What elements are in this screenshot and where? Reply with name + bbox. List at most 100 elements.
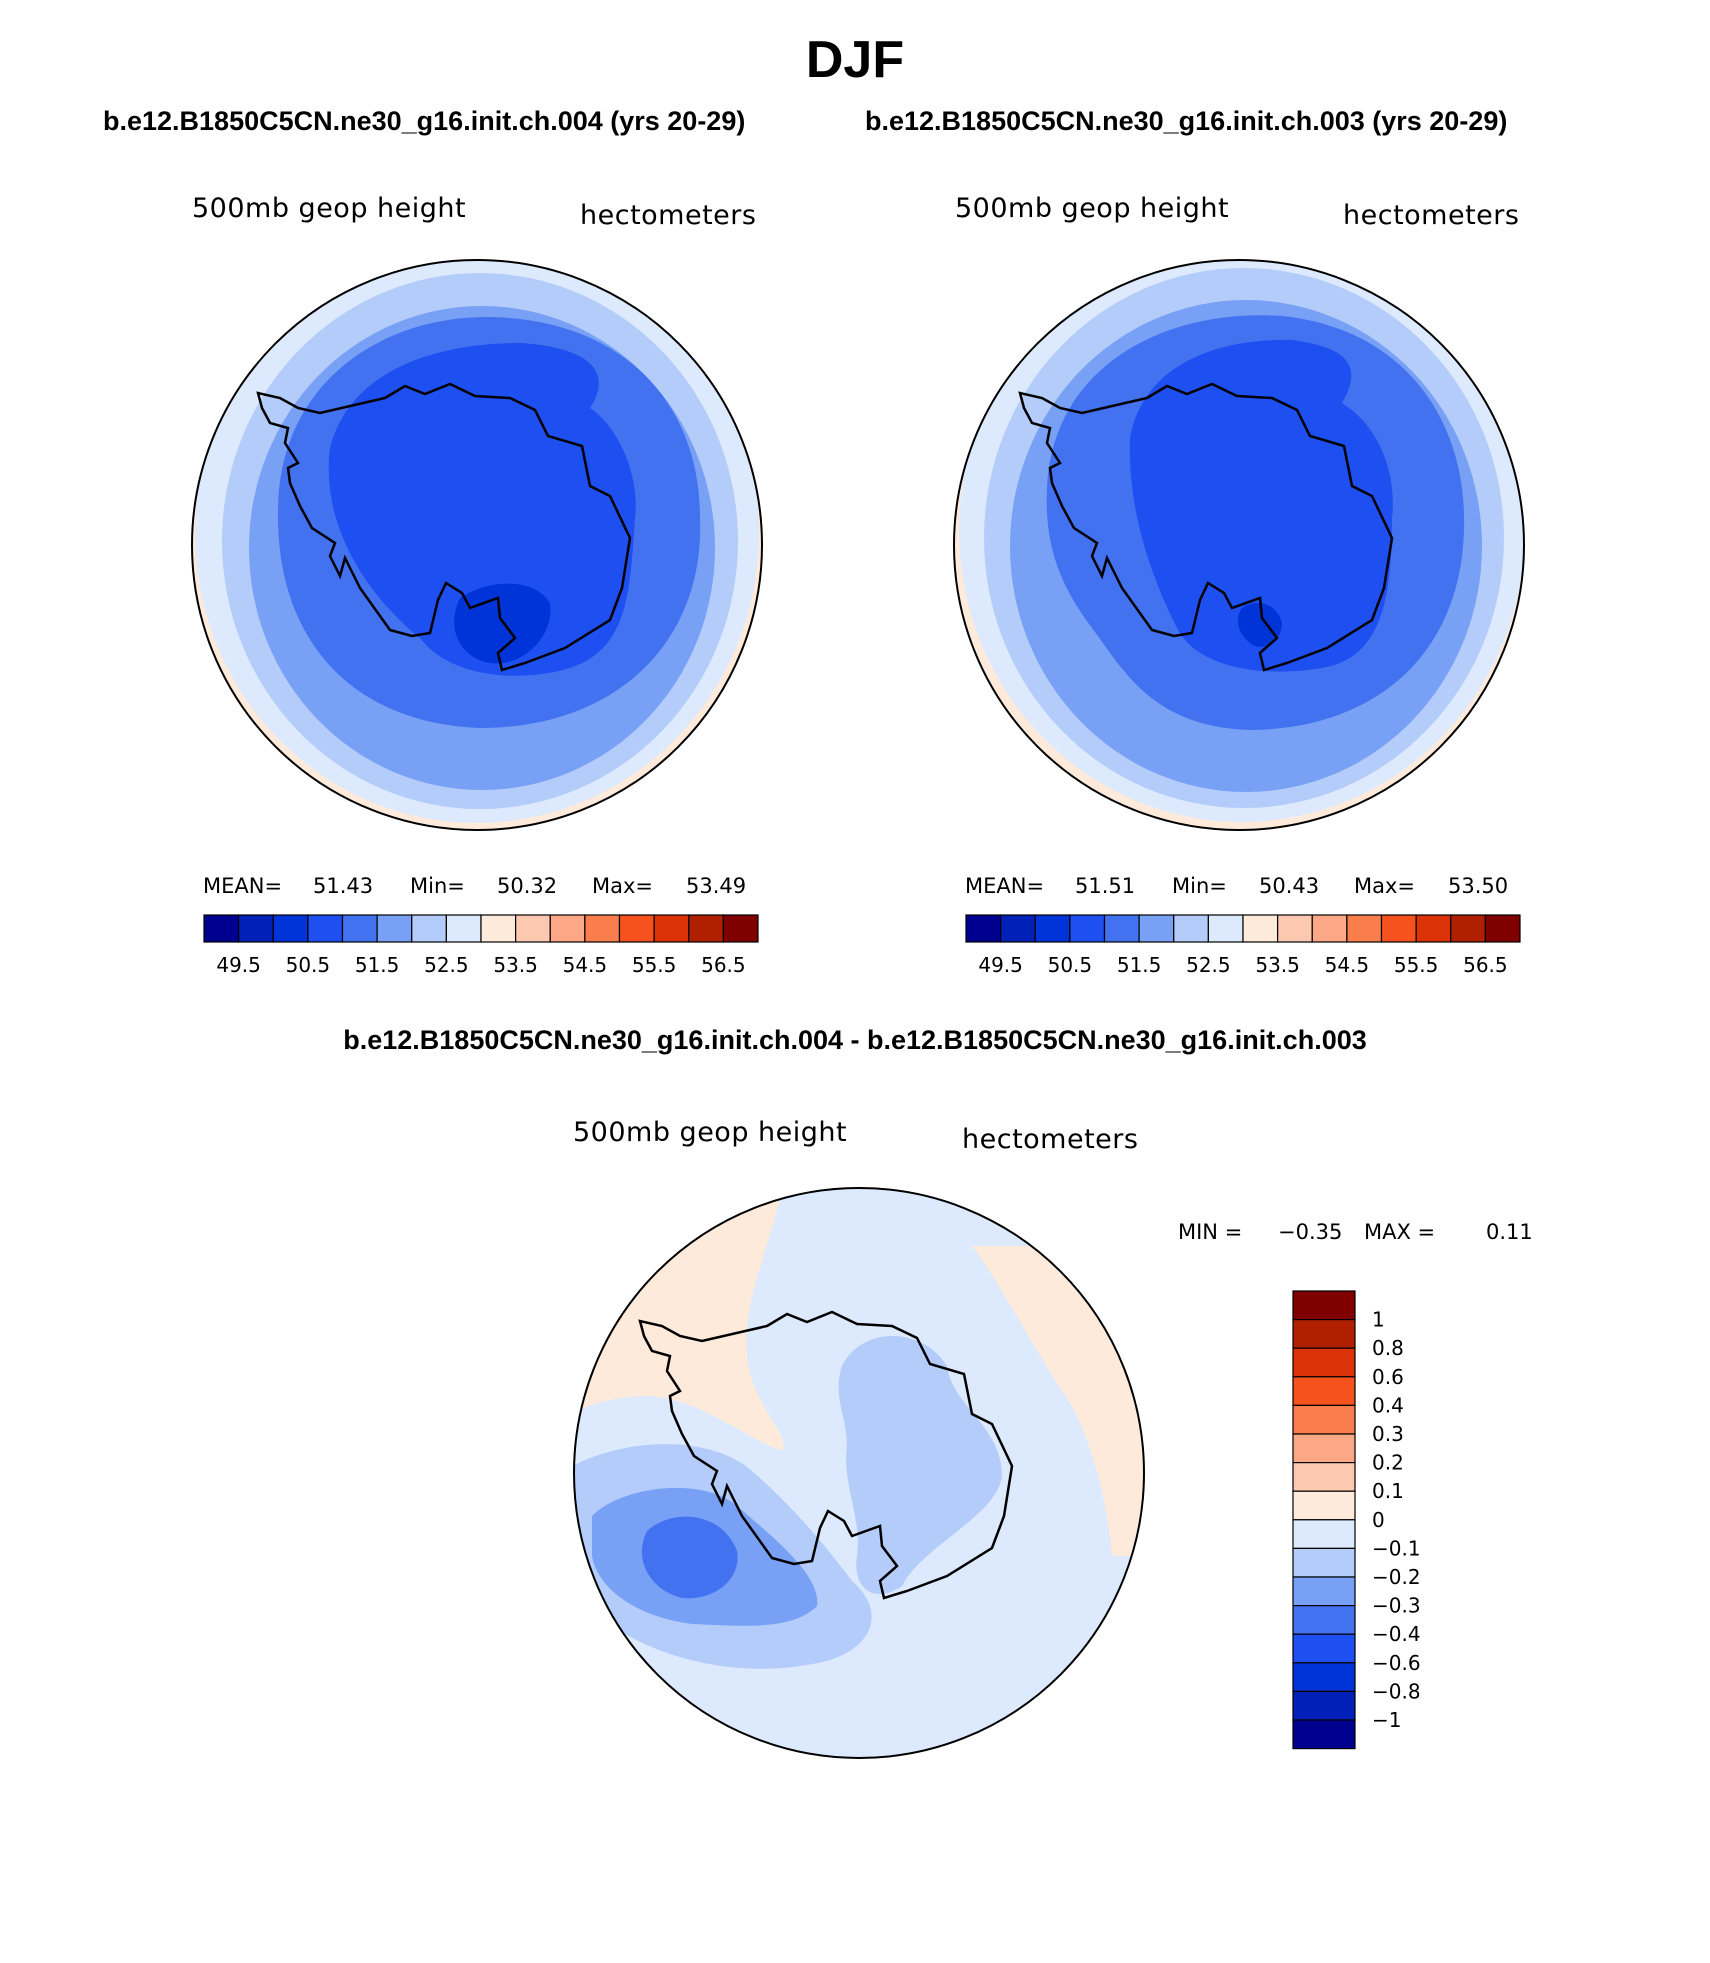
panel-2-colorbar-swatch [1138,914,1175,943]
panel-2-colorbar-swatch [1380,914,1417,943]
panel-1-colorbar-swatch [653,914,690,943]
panel-1-colorbar-tick-label: 53.5 [493,953,538,977]
panel-3-units-label: hectometers [962,1124,1139,1155]
panel-1-band-50-5 [328,343,636,676]
panel-3-colorbar-tick-label: −0.3 [1372,1594,1421,1618]
panel-2-colorbar-tick-label: 53.5 [1255,953,1300,977]
panel-2-units-label: hectometers [1343,200,1520,231]
figure-title: DJF [805,31,905,89]
panel-3-antarctica-coast [638,1310,1014,1600]
panel-1-mean-label: MEAN= [203,874,283,898]
panel-3-colorbar-swatch [1292,1633,1356,1664]
panel-3-colorbar-tick-label: −0.4 [1372,1622,1421,1646]
panel-3-colorbar-tick-label: 1 [1372,1308,1385,1332]
panel-3-band-neg-0-3 [641,1516,738,1599]
panel-1-colorbar-swatch [549,914,586,943]
panel-1-min-label: Min= [410,874,465,898]
panel-1-colorbar-swatch [341,914,378,943]
panel-1-max-value: 53.49 [686,874,747,898]
panel-3-colorbar-swatch [1292,1433,1356,1464]
panel-1-colorbar-swatch [445,914,482,943]
panel-3-colorbar-swatch [1292,1547,1356,1578]
panel-3-title: b.e12.B1850C5CN.ne30_g16.init.ch.004 - b… [343,1025,1367,1055]
panel-3-colorbar-tick-label: 0 [1372,1508,1385,1532]
panel-3-min-label: MIN = [1178,1220,1243,1244]
panel-2-colorbar-swatch [1242,914,1279,943]
panel-1-antarctica-coast [256,382,632,672]
panel-3-colorbar-swatch [1292,1490,1356,1521]
panel-3-colorbar-tick-label: −0.8 [1372,1679,1421,1703]
panel-2-antarctica-coast [1018,382,1394,672]
panel-1-colorbar-swatch [618,914,655,943]
panel-3-map-border [573,1187,1145,1759]
panel-2-colorbar-tick-label: 50.5 [1048,953,1093,977]
panel-3-colorbar-swatch [1292,1519,1356,1550]
panel-1-colorbar-tick-label: 54.5 [563,953,608,977]
panel-1-colorbar-swatch [515,914,551,943]
panel-2-colorbar-swatch [1173,914,1209,943]
panel-1-colorbar: 49.5 50.5 51.5 52.5 53.5 54.5 55.5 56.5 [203,914,759,977]
panel-3-max-value: 0.11 [1486,1220,1533,1244]
panel-1-colorbar-tick-label: 49.5 [216,953,261,977]
panel-2-colorbar-tick-label: 52.5 [1186,953,1231,977]
panel-1-variable-label: 500mb geop height [192,193,467,224]
panel-1-colorbar-tick-label: 55.5 [632,953,677,977]
panel-3-colorbar-swatch [1292,1662,1356,1692]
panel-3-colorbar-swatch [1292,1404,1356,1435]
panel-2-min-label: Min= [1172,874,1227,898]
panel-1-colorbar-swatch [688,914,724,943]
panel-2-colorbar-swatch [1069,914,1106,943]
panel-2-colorbar-tick-label: 55.5 [1394,953,1439,977]
panel-1-colorbar-swatch [722,914,759,943]
panel-3-colorbar-tick-label: 0.3 [1372,1422,1404,1446]
panel-2-colorbar-swatch [1450,914,1486,943]
panel-3-colorbar-tick-label: −1 [1372,1708,1401,1732]
panel-3-max-label: MAX = [1364,1220,1436,1244]
panel-2-max-value: 53.50 [1448,874,1509,898]
panel-3-colorbar-swatch [1292,1462,1356,1492]
panel-2-colorbar-tick-label: 49.5 [978,953,1023,977]
panel-1-colorbar-swatch [307,914,344,943]
panel-1-colorbar-swatch [480,914,517,943]
panel-2-colorbar-swatch [1277,914,1313,943]
panel-1-max-label: Max= [592,874,654,898]
panel-3-colorbar-swatch [1292,1690,1356,1721]
panel-2-colorbar: 49.5 50.5 51.5 52.5 53.5 54.5 55.5 56.5 [965,914,1521,977]
panel-3-colorbar-tick-label: 0.2 [1372,1451,1404,1475]
panel-3-colorbar-tick-label: 0.8 [1372,1336,1404,1360]
panel-2-colorbar-swatch [1103,914,1140,943]
panel-1-colorbar-swatch [272,914,309,943]
panel-1-title: b.e12.B1850C5CN.ne30_g16.init.ch.004 (yr… [103,106,746,136]
panel-1-colorbar-tick-label: 51.5 [355,953,400,977]
panel-3-colorbar: 1 0.8 0.6 0.4 0.3 0.2 0.1 0 −0.1 −0.2 −0.3 −0.4 −0.6… [1292,1290,1421,1750]
panel-1-colorbar-tick-label: 52.5 [424,953,469,977]
panel-2-colorbar-swatch [1034,914,1071,943]
panel-2-colorbar-tick-label: 54.5 [1325,953,1370,977]
panel-2-colorbar-swatch [1311,914,1348,943]
panel-3-colorbar-swatch [1292,1576,1356,1607]
panel-2-colorbar-swatch [965,914,1002,943]
panel-1-colorbar-tick-label: 56.5 [701,953,746,977]
panel-3-colorbar-swatch [1292,1319,1356,1349]
panel-2-band-50-5 [1129,339,1393,672]
panel-3-colorbar-tick-label: −0.6 [1372,1651,1421,1675]
panel-2-max-label: Max= [1354,874,1416,898]
panel-2-variable-label: 500mb geop height [955,193,1230,224]
panel-2-colorbar-swatch [1207,914,1244,943]
panel-1-colorbar-tick-label: 50.5 [286,953,331,977]
panel-2-mean-label: MEAN= [965,874,1045,898]
panel-2-colorbar-tick-label: 51.5 [1117,953,1162,977]
panel-2-colorbar-tick-label: 56.5 [1463,953,1508,977]
panel-1-colorbar-swatch [203,914,240,943]
panel-2-min-value: 50.43 [1259,874,1320,898]
panel-3-colorbar-tick-label: 0.4 [1372,1393,1404,1417]
panel-3-colorbar-tick-label: 0.1 [1372,1479,1404,1503]
panel-3-colorbar-tick-label: −0.1 [1372,1536,1421,1560]
panel-2-map-border [953,259,1525,831]
panel-3-colorbar-swatch [1292,1605,1356,1635]
panel-2-title: b.e12.B1850C5CN.ne30_g16.init.ch.003 (yr… [865,106,1508,136]
panel-1-min-value: 50.32 [497,874,558,898]
panel-3-colorbar-swatch [1292,1290,1356,1321]
panel-2-colorbar-swatch [1346,914,1383,943]
panel-3-min-value: −0.35 [1278,1220,1343,1244]
